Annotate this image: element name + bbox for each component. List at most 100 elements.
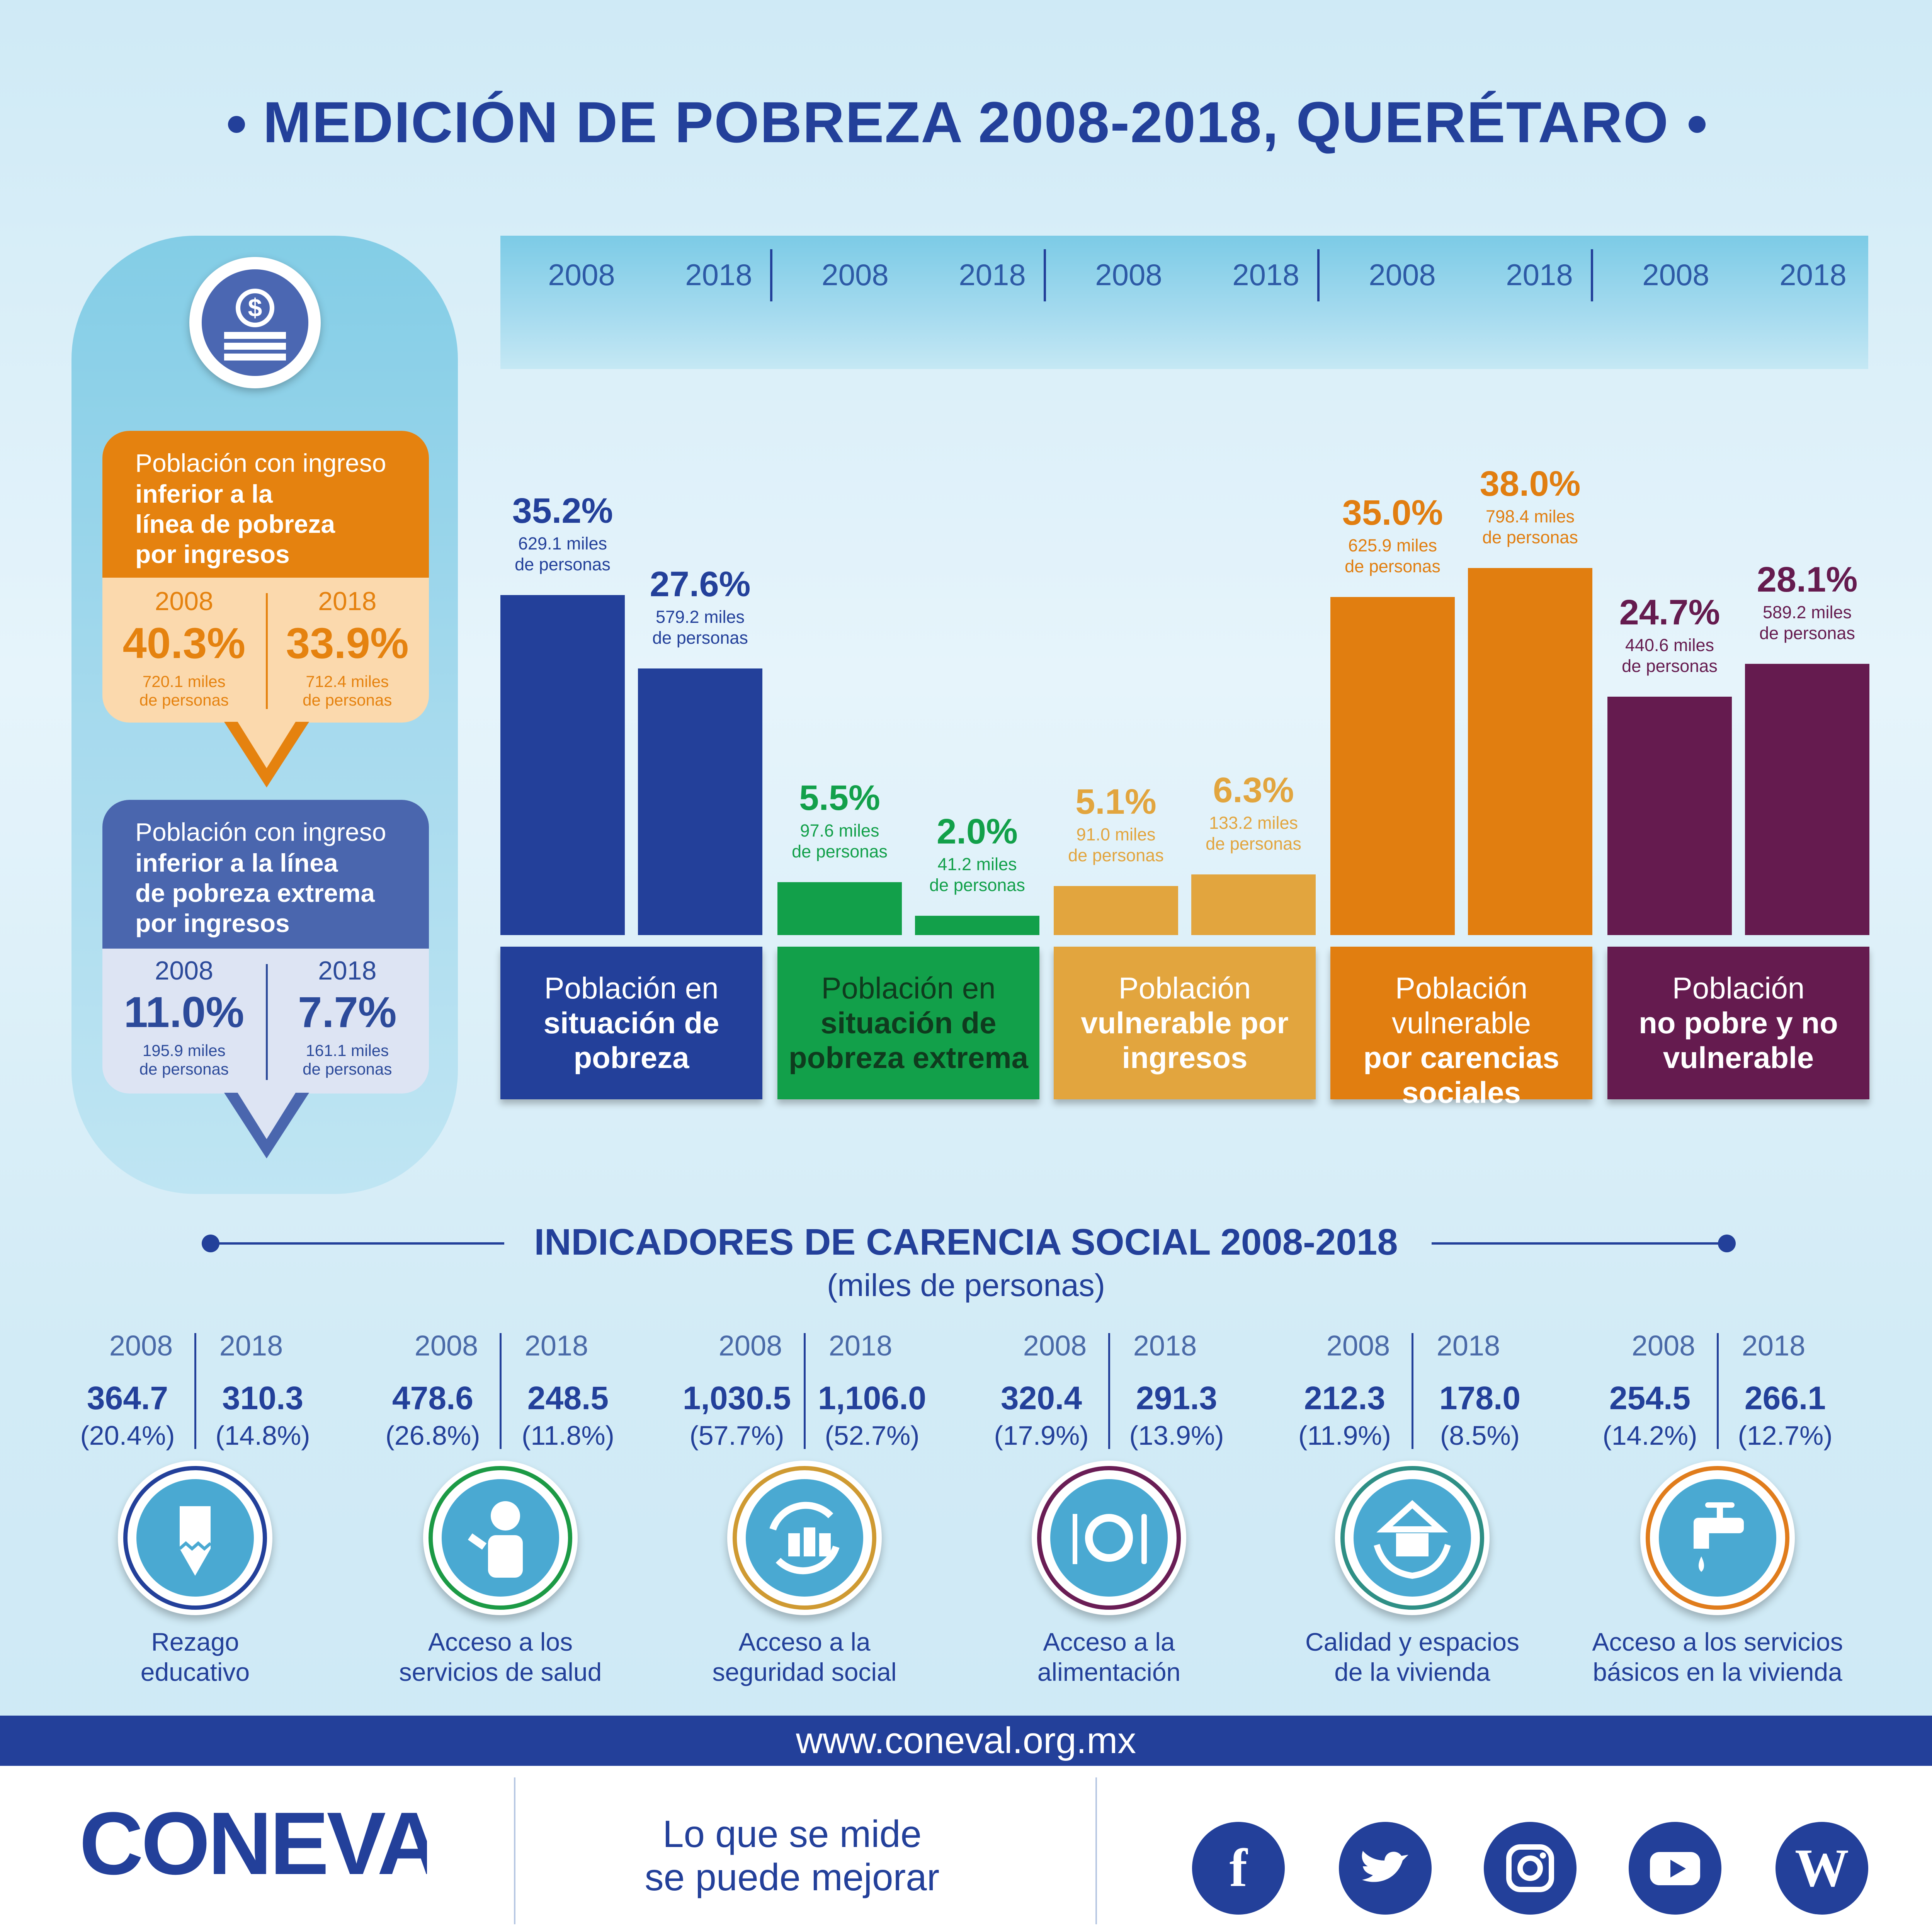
band-year-label: 2018: [1506, 258, 1573, 292]
twitter-icon[interactable]: [1339, 1822, 1432, 1915]
bar-value-label: 2.0%: [937, 812, 1018, 851]
indicator-label: Acceso a los servicios de salud: [399, 1628, 602, 1686]
indicator-divider: [1412, 1333, 1413, 1449]
bar-people-label: 133.2 miles de personas: [1206, 813, 1301, 854]
band-year-label: 2018: [1779, 258, 1847, 292]
indicator-percent: (14.2%): [1602, 1420, 1697, 1451]
indicator-label: Acceso a los servicios básicos en la vivi…: [1592, 1628, 1843, 1686]
page-title: MEDICIÓN DE POBREZA 2008-2018, QUERÉTARO: [263, 90, 1669, 155]
indicators-rule-right: [1432, 1242, 1725, 1245]
bar-people-label: 579.2 miles de personas: [652, 607, 748, 648]
band-year-label: 2008: [548, 258, 615, 292]
year-label: 2008: [414, 1330, 478, 1362]
bar-people-label: 440.6 miles de personas: [1622, 635, 1718, 676]
bar-people-label: 91.0 miles de personas: [1068, 824, 1164, 865]
indicator-label: Rezago educativo: [140, 1628, 250, 1686]
indicator-value: 478.6: [392, 1380, 474, 1416]
band-year-label: 2008: [1369, 258, 1436, 292]
indicator-divider: [804, 1333, 806, 1449]
indicator-value: 254.5: [1609, 1380, 1691, 1416]
year-label: 2018: [219, 1330, 283, 1362]
category-label: Población vulnerable por ingresos: [1054, 947, 1316, 1099]
title-dot-right: [1689, 116, 1706, 133]
extreme-box-header-bold: inferior a la línea: [135, 849, 338, 877]
bar-value-label: 5.5%: [799, 778, 880, 818]
band-separator: [1044, 249, 1046, 301]
wordpress-icon[interactable]: W: [1776, 1822, 1868, 1915]
income-box-header-bold: línea de pobreza: [135, 510, 335, 538]
indicator-value: 178.0: [1439, 1380, 1521, 1416]
category-label: Población en situación de pobreza extrema: [777, 947, 1039, 1099]
year-label: 2008: [155, 956, 213, 985]
bar-3-1: [1468, 568, 1592, 935]
indicator-percent: (17.9%): [994, 1420, 1089, 1451]
house-hands-icon: [1335, 1461, 1490, 1615]
indicator-label: Acceso a la seguridad social: [712, 1628, 897, 1686]
bar-4-0: [1607, 696, 1732, 935]
indicators-subtitle: (miles de personas): [827, 1268, 1105, 1303]
category-label: Población en situación de pobreza: [500, 947, 762, 1099]
bar-3-0: [1330, 597, 1455, 935]
indicator-value: 320.4: [1000, 1380, 1082, 1416]
income-box-header: Población con ingreso: [135, 449, 386, 477]
indicator-percent: (13.9%): [1129, 1420, 1224, 1451]
bar-people-label: 629.1 miles de personas: [515, 534, 611, 574]
indicator-value: 291.3: [1136, 1380, 1218, 1416]
bar-value-label: 28.1%: [1757, 560, 1858, 599]
category-label: Población vulnerable por carencias sociale…: [1330, 947, 1592, 1109]
indicator-percent: (12.7%): [1738, 1420, 1833, 1451]
indicator-percent: (57.7%): [689, 1420, 784, 1451]
website-link[interactable]: www.coneval.org.mx: [0, 1716, 1932, 1766]
indicators-dot-left: [202, 1235, 219, 1252]
bar-people-label: 625.9 miles de personas: [1345, 536, 1440, 576]
poverty-bar-chart: 629.1 miles de personas 35.2% 579.2 miles de…: [500, 464, 1869, 1109]
indicator-label: Acceso a la alimentación: [1037, 1628, 1181, 1686]
bar-0-0: [500, 595, 625, 935]
year-label: 2008: [155, 587, 213, 616]
income-box-header-bold: por ingresos: [135, 540, 290, 568]
indicator-divider: [1717, 1333, 1719, 1449]
footer-divider: [1095, 1777, 1097, 1924]
indicators-dot-right: [1718, 1235, 1736, 1252]
indicators-title: INDICADORES DE CARENCIA SOCIAL 2008-2018: [534, 1221, 1398, 1263]
people-count: 720.1 miles de personas: [139, 672, 229, 709]
indicator-percent: (14.8%): [215, 1420, 310, 1451]
indicator-value: 1,030.5: [682, 1380, 791, 1416]
bar-people-label: 97.6 miles de personas: [792, 820, 888, 861]
band-separator: [770, 249, 772, 301]
indicator-percent: (11.9%): [1298, 1420, 1391, 1451]
extreme-value: 11.0%: [124, 988, 244, 1036]
year-label: 2008: [109, 1330, 173, 1362]
money-icon: $: [202, 269, 308, 376]
indicator-percent: (26.8%): [385, 1420, 480, 1451]
indicator-value: 364.7: [87, 1380, 168, 1416]
year-label: 2018: [1742, 1330, 1806, 1362]
bar-0-1: [638, 668, 762, 935]
instagram-icon[interactable]: [1484, 1822, 1577, 1915]
pencil-icon: [118, 1461, 272, 1615]
indicator-value: 212.3: [1304, 1380, 1386, 1416]
band-year-label: 2018: [959, 258, 1026, 292]
bar-value-label: 38.0%: [1480, 464, 1581, 503]
income-value: 40.3%: [122, 619, 246, 667]
footer: [0, 1766, 1932, 1932]
bar-value-label: 27.6%: [650, 565, 751, 604]
youtube-icon[interactable]: [1629, 1822, 1721, 1915]
category-label: Población no pobre y no vulnerable: [1607, 947, 1869, 1099]
plate-icon: [1032, 1461, 1186, 1615]
facebook-icon[interactable]: f: [1192, 1822, 1285, 1915]
income-box-pointer: [224, 722, 309, 787]
band-year-label: 2008: [821, 258, 889, 292]
bar-people-label: 41.2 miles de personas: [929, 854, 1025, 895]
indicator-percent: (20.4%): [80, 1420, 175, 1451]
extreme-box-header-bold: por ingresos: [135, 909, 290, 937]
bar-value-label: 35.2%: [512, 491, 613, 531]
people-count: 712.4 miles de personas: [303, 672, 392, 709]
bar-people-label: 798.4 miles de personas: [1482, 507, 1578, 547]
bar-2-0: [1054, 886, 1178, 935]
indicator-value: 310.3: [222, 1380, 304, 1416]
band-year-label: 2018: [1232, 258, 1299, 292]
income-value: 33.9%: [286, 619, 409, 667]
